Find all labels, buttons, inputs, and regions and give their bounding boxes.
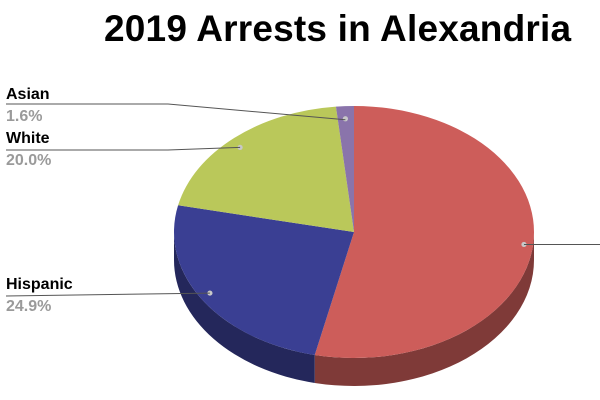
pie-sides <box>174 232 534 386</box>
pie-slice-asian-leader-dot <box>342 116 349 122</box>
slice-label-white: White 20.0% <box>6 128 51 172</box>
pie-slice-asian <box>335 106 354 232</box>
pie-slice-hispanic <box>174 205 354 355</box>
slice-name: Hispanic <box>6 276 73 293</box>
slice-name: White <box>6 130 50 147</box>
leader-lines <box>5 103 600 297</box>
slice-label-asian: Asian 1.6% <box>6 84 50 128</box>
chart-title: 2019 Arrests in Alexandria <box>104 8 572 49</box>
slice-percent: 24.9% <box>6 298 52 315</box>
pie-slice-hispanic-side <box>174 232 315 383</box>
slice-label-hispanic: Hispanic 24.9% <box>6 274 73 318</box>
slice-percent: 20.0% <box>6 152 52 169</box>
pie-slice-white-leader-line <box>6 146 241 151</box>
pie-slice-hispanic-leader-line <box>5 292 210 297</box>
pie-slice-white <box>178 106 354 232</box>
pie-tops <box>174 106 534 359</box>
slice-name: Asian <box>6 86 50 103</box>
pie-slice-unlabeled <box>314 106 534 359</box>
pie-slice-asian-leader-line <box>6 103 346 121</box>
pie-slice-unlabeled-side <box>314 232 534 386</box>
slice-percent: 1.6% <box>6 108 43 125</box>
